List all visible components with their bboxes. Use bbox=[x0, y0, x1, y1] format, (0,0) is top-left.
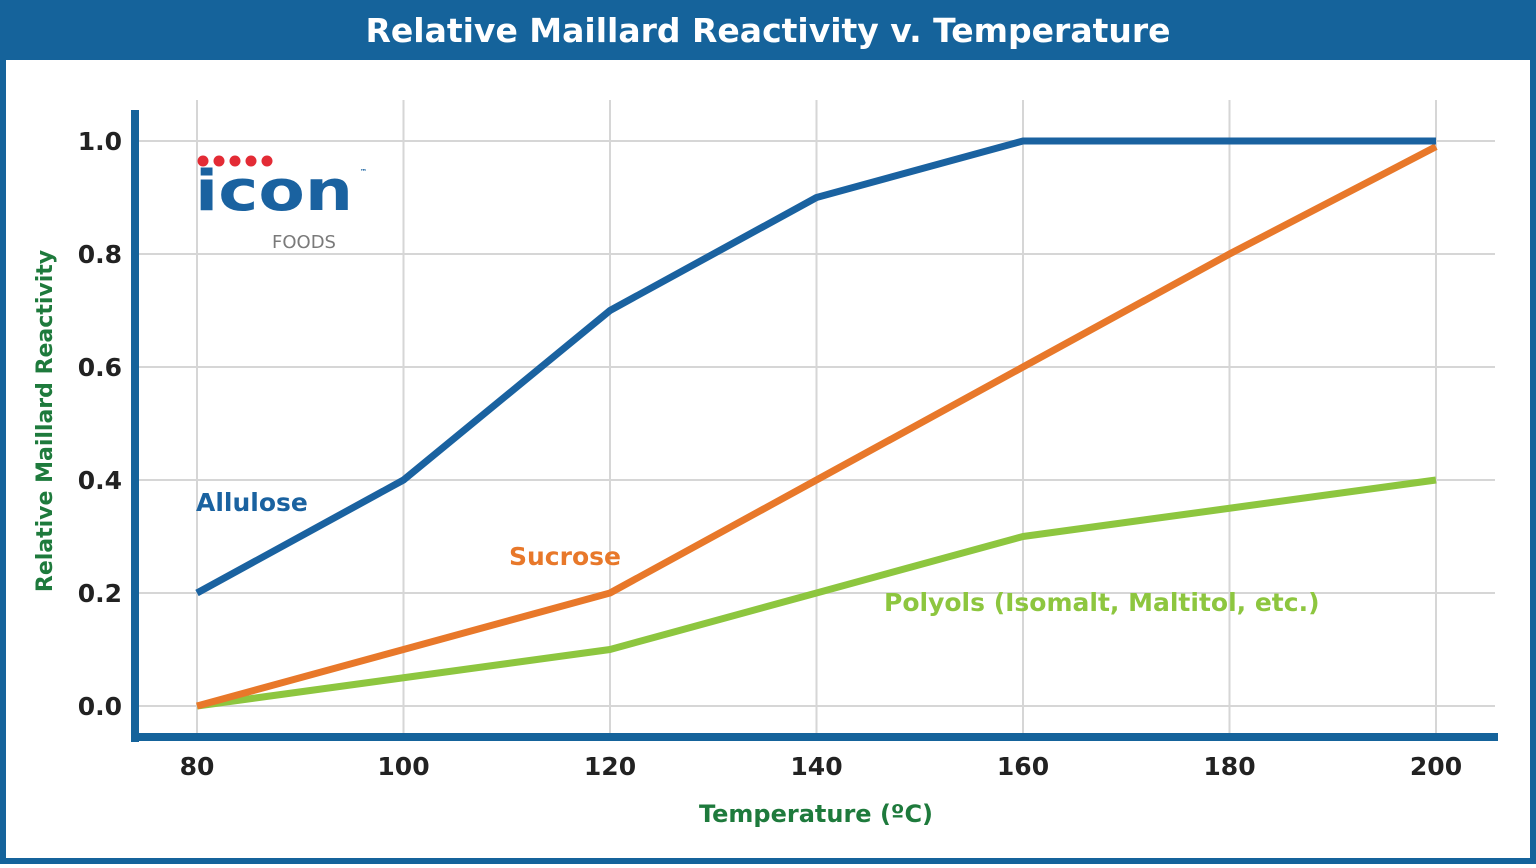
x-tick-label: 100 bbox=[377, 752, 429, 781]
y-axis-title: Relative Maillard Reactivity bbox=[33, 250, 58, 592]
label-polyols: Polyols (Isomalt, Maltitol, etc.) bbox=[884, 588, 1320, 617]
logo-text: icon bbox=[195, 159, 353, 224]
series-line-polyols bbox=[196, 476, 1437, 710]
label-sucrose: Sucrose bbox=[509, 542, 621, 571]
series-line-allulose bbox=[195, 137, 1436, 597]
y-tick-label: 0.8 bbox=[78, 240, 122, 269]
y-tick-label: 0.0 bbox=[78, 692, 122, 721]
title-bar bbox=[0, 0, 1536, 60]
x-axis-title: Temperature (ºC) bbox=[699, 800, 933, 828]
series-lines bbox=[195, 137, 1438, 710]
logo-tm: ™ bbox=[360, 168, 367, 176]
x-tick-label: 160 bbox=[997, 752, 1049, 781]
series-line-sucrose bbox=[196, 143, 1438, 710]
label-allulose: Allulose bbox=[196, 488, 308, 517]
y-tick-label: 0.4 bbox=[78, 466, 122, 495]
logo: icon ™ FOODS bbox=[195, 155, 367, 253]
logo-subtext: FOODS bbox=[272, 232, 336, 253]
x-axis-line bbox=[131, 733, 1498, 741]
y-tick-label: 0.2 bbox=[78, 579, 122, 608]
x-tick-label: 180 bbox=[1203, 752, 1255, 781]
y-axis-line bbox=[131, 110, 139, 742]
y-tick-labels: 0.0 0.2 0.4 0.6 0.8 1.0 bbox=[78, 127, 122, 721]
chart-title: Relative Maillard Reactivity v. Temperat… bbox=[365, 11, 1170, 50]
logo-dots bbox=[197, 155, 273, 167]
x-tick-label: 140 bbox=[790, 752, 842, 781]
y-tick-label: 0.6 bbox=[78, 353, 122, 382]
x-tick-label: 120 bbox=[584, 752, 636, 781]
x-tick-labels: 80 100 120 140 160 180 200 bbox=[180, 752, 1462, 781]
y-tick-label: 1.0 bbox=[78, 127, 122, 156]
x-tick-label: 80 bbox=[180, 752, 215, 781]
x-tick-label: 200 bbox=[1410, 752, 1462, 781]
